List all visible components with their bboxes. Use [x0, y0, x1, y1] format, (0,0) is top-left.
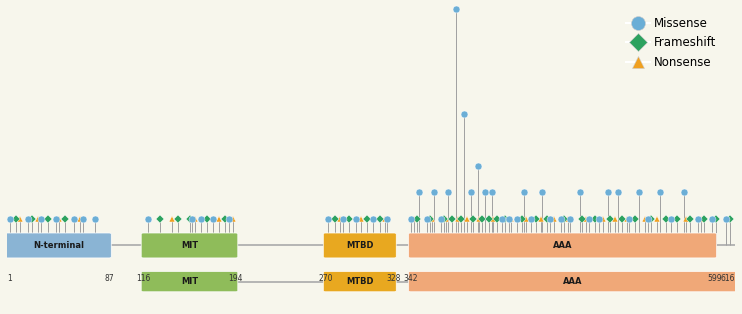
Legend: Missense, Frameshift, Nonsense: Missense, Frameshift, Nonsense: [621, 12, 721, 73]
FancyBboxPatch shape: [408, 272, 737, 292]
Text: 328: 328: [387, 274, 401, 283]
Text: N-terminal: N-terminal: [33, 241, 84, 250]
Text: 342: 342: [404, 274, 418, 283]
Text: 116: 116: [137, 274, 151, 283]
Text: 616: 616: [720, 274, 735, 283]
FancyBboxPatch shape: [408, 233, 717, 258]
Text: MIT: MIT: [181, 241, 198, 250]
Text: MTBD: MTBD: [346, 277, 373, 286]
Text: MTBD: MTBD: [346, 241, 373, 250]
FancyBboxPatch shape: [324, 272, 396, 292]
Text: 194: 194: [229, 274, 243, 283]
Text: MIT: MIT: [181, 277, 198, 286]
FancyBboxPatch shape: [324, 233, 396, 258]
FancyBboxPatch shape: [5, 233, 111, 258]
Text: 87: 87: [105, 274, 114, 283]
Text: 1: 1: [7, 274, 12, 283]
Text: 599: 599: [707, 274, 722, 283]
FancyBboxPatch shape: [141, 233, 237, 258]
Text: 270: 270: [318, 274, 332, 283]
Text: AAA: AAA: [553, 241, 572, 250]
FancyBboxPatch shape: [141, 272, 237, 292]
Text: AAA: AAA: [563, 277, 582, 286]
